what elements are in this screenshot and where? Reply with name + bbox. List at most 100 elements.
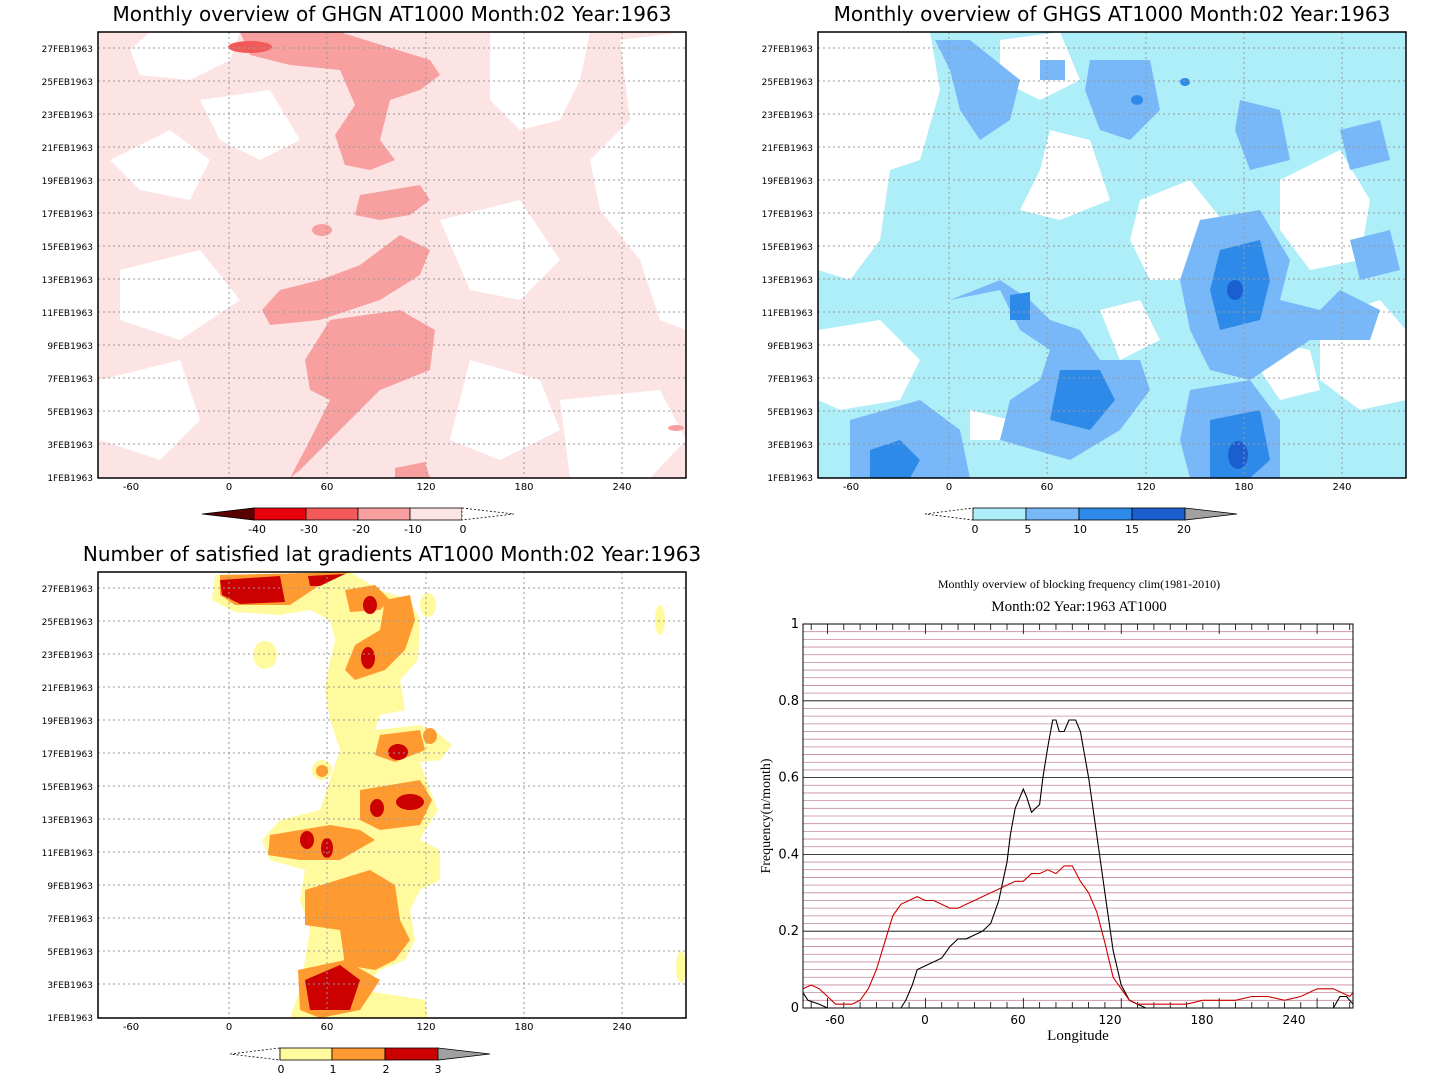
- ghgs-colorbar-label: 5: [1025, 523, 1032, 536]
- lat-plot-frame: [97, 571, 687, 1019]
- lat-colorbar-label: 3: [435, 1063, 442, 1076]
- ghgn-colorbar-label: 0: [460, 523, 467, 536]
- ghgs-colorbar-labels: 0 5 10 15 20: [972, 523, 1192, 536]
- ghgs-y-tick: 25FEB1963: [762, 78, 813, 88]
- lat-y-tick: 19FEB1963: [42, 717, 93, 727]
- ghgn-colorbar-label: -20: [352, 523, 370, 536]
- ghgs-x-tick: -60: [843, 482, 859, 493]
- lat-colorbar-label: 0: [278, 1063, 285, 1076]
- freq-tick-marks: [810, 624, 1351, 1008]
- lat-y-tick: 27FEB1963: [42, 585, 93, 595]
- ghgn-x-tick: 0: [226, 482, 232, 493]
- ghgs-y-tick: 9FEB1963: [767, 342, 813, 352]
- lat-y-tick: 21FEB1963: [42, 684, 93, 694]
- freq-x-tick: 120: [1099, 1013, 1122, 1027]
- lat-y-tick: 15FEB1963: [42, 783, 93, 793]
- lat-y-tick: 13FEB1963: [42, 816, 93, 826]
- freq-y-ticks: 0 0.2 0.4 0.6 0.8 1: [778, 617, 799, 1016]
- lat-x-tick: 120: [416, 1022, 435, 1033]
- ghgs-y-tick: 11FEB1963: [762, 309, 813, 319]
- freq-y-tick: 0.4: [778, 847, 799, 862]
- ghgn-y-tick: 5FEB1963: [47, 408, 93, 418]
- ghgs-x-ticks: -60 0 60 120 180 240: [843, 482, 1352, 493]
- ghgn-y-tick: 9FEB1963: [47, 342, 93, 352]
- ghgn-y-tick: 1FEB1963: [47, 474, 93, 484]
- ghgs-colorbar-label: 15: [1125, 523, 1139, 536]
- ghgs-x-tick: 180: [1234, 482, 1253, 493]
- ghgn-panel: Monthly overview of GHGN AT1000 Month:02…: [42, 2, 687, 536]
- lat-contours: [212, 572, 686, 1018]
- freq-x-tick: -60: [825, 1013, 845, 1027]
- ghgs-plot-frame: [817, 31, 1407, 479]
- ghgn-colorbar-label: -10: [404, 523, 422, 536]
- lat-title: Number of satisfied lat gradients AT1000…: [83, 542, 701, 566]
- lat-grid: [98, 572, 686, 1018]
- lat-x-tick: 240: [612, 1022, 631, 1033]
- ghgn-grid: [98, 32, 686, 478]
- ghgn-y-tick: 19FEB1963: [42, 177, 93, 187]
- freq-x-tick: 180: [1191, 1013, 1214, 1027]
- freq-x-tick: 0: [921, 1013, 929, 1027]
- ghgn-colorbar: [201, 507, 515, 521]
- ghgs-y-tick: 1FEB1963: [767, 474, 813, 484]
- freq-gridlines: [803, 631, 1353, 1001]
- lat-y-ticks: 1FEB1963 3FEB1963 5FEB1963 7FEB1963 9FEB…: [42, 585, 93, 1024]
- freq-x-tick: 60: [1010, 1013, 1025, 1027]
- ghgn-y-tick: 21FEB1963: [42, 144, 93, 154]
- lat-x-tick: -60: [123, 1022, 139, 1033]
- ghgn-colorbar-labels: -40 -30 -20 -10 0: [248, 523, 466, 536]
- lat-colorbar-label: 2: [383, 1063, 390, 1076]
- lat-x-ticks: -60 0 60 120 180 240: [123, 1022, 632, 1033]
- ghgs-y-tick: 13FEB1963: [762, 276, 813, 286]
- freq-subtitle: Month:02 Year:1963 AT1000: [991, 599, 1166, 615]
- ghgn-x-tick: 180: [514, 482, 533, 493]
- ghgs-y-tick: 7FEB1963: [767, 375, 813, 385]
- lat-colorbar-label: 1: [330, 1063, 337, 1076]
- ghgs-y-tick: 27FEB1963: [762, 45, 813, 55]
- freq-y-tick: 0.8: [778, 694, 799, 709]
- freq-xlabel: Longitude: [1047, 1028, 1109, 1044]
- red-climatology-line: [802, 865, 1354, 1005]
- ghgn-y-tick: 23FEB1963: [42, 111, 93, 121]
- lat-y-tick: 17FEB1963: [42, 750, 93, 760]
- lat-colorbar-labels: 0 1 2 3: [278, 1063, 442, 1076]
- lat-y-tick: 23FEB1963: [42, 651, 93, 661]
- ghgs-x-tick: 60: [1041, 482, 1054, 493]
- ghgs-y-tick: 5FEB1963: [767, 408, 813, 418]
- ghgn-x-tick: 120: [416, 482, 435, 493]
- freq-y-tick: 0: [791, 1001, 799, 1016]
- lat-x-tick: 0: [226, 1022, 232, 1033]
- black-frequency-line: [802, 719, 1354, 1009]
- lat-y-tick: 7FEB1963: [47, 915, 93, 925]
- ghgn-colorbar-label: -30: [300, 523, 318, 536]
- ghgn-plot-frame: [97, 31, 687, 479]
- lat-y-tick: 1FEB1963: [47, 1014, 93, 1024]
- lat-y-tick: 5FEB1963: [47, 948, 93, 958]
- lat-x-tick: 180: [514, 1022, 533, 1033]
- ghgn-x-tick: -60: [123, 482, 139, 493]
- lat-y-tick: 3FEB1963: [47, 981, 93, 991]
- ghgs-title: Monthly overview of GHGS AT1000 Month:02…: [834, 2, 1391, 26]
- ghgn-title: Monthly overview of GHGN AT1000 Month:02…: [113, 2, 672, 26]
- ghgs-y-tick: 15FEB1963: [762, 243, 813, 253]
- freq-plot-frame: [802, 623, 1354, 1009]
- ghgs-colorbar: [924, 507, 1238, 521]
- ghgn-x-tick: 60: [321, 482, 334, 493]
- ghgs-panel: Monthly overview of GHGS AT1000 Month:02…: [762, 2, 1407, 536]
- ghgs-colorbar-label: 0: [972, 523, 979, 536]
- ghgn-y-tick: 3FEB1963: [47, 441, 93, 451]
- freq-ylabel: Frequency(n/month): [759, 758, 774, 873]
- ghgs-y-tick: 23FEB1963: [762, 111, 813, 121]
- ghgs-y-tick: 19FEB1963: [762, 177, 813, 187]
- ghgn-y-tick: 11FEB1963: [42, 309, 93, 319]
- ghgn-y-tick: 13FEB1963: [42, 276, 93, 286]
- lat-y-tick: 25FEB1963: [42, 618, 93, 628]
- lat-y-tick: 11FEB1963: [42, 849, 93, 859]
- freq-title: Monthly overview of blocking frequency c…: [938, 577, 1220, 591]
- ghgn-x-ticks: -60 0 60 120 180 240: [123, 482, 632, 493]
- ghgn-colorbar-label: -40: [248, 523, 266, 536]
- freq-series: [802, 719, 1354, 1009]
- ghgs-x-tick: 120: [1136, 482, 1155, 493]
- ghgs-y-tick: 3FEB1963: [767, 441, 813, 451]
- freq-y-tick: 1: [791, 617, 799, 632]
